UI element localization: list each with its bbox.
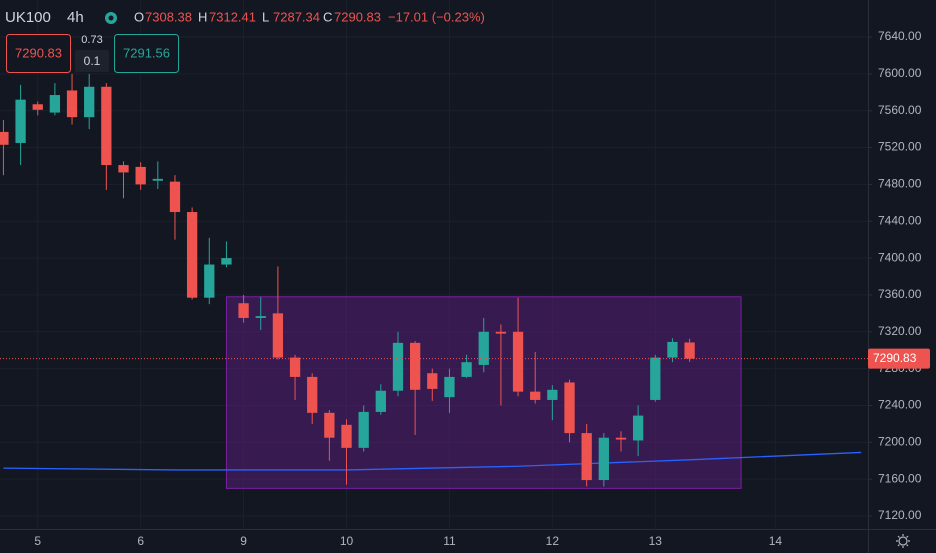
candle-body [650,357,661,400]
plot-area [0,73,868,489]
candle-body [118,165,129,173]
candle-body [444,376,455,398]
y-tick-label: 7240.00 [878,398,922,412]
ohlc-key: L [262,9,269,24]
x-tick-label: 11 [443,534,456,548]
candle-body [478,331,489,365]
y-tick-label: 7400.00 [878,250,922,264]
candle-body [615,437,627,440]
candle-body [66,90,78,118]
candle-body [204,264,215,298]
ohlc-key: O [134,9,144,24]
candle-body [598,437,609,481]
ohlc-value: 7287.34 [273,9,320,24]
ohlc-key: C [323,9,332,24]
sell-button[interactable] [6,34,71,73]
candle-body [186,212,198,298]
interval: 4h [67,9,84,26]
candle-body [15,99,26,143]
candle-body [409,342,421,390]
y-tick-label: 7520.00 [878,140,922,154]
candle-body [135,166,146,185]
candle-body [49,95,61,113]
candle-body [375,390,386,412]
candle-body [307,376,318,413]
x-tick-label: 6 [137,534,144,548]
candle-body [392,342,404,391]
y-tick-label: 7600.00 [878,66,922,80]
candle-body [530,391,541,400]
y-tick-label: 7440.00 [878,213,922,227]
candle-body [564,382,575,434]
candle-body [289,357,301,377]
candle-body [169,181,181,213]
candle-body [152,178,163,181]
candle-body [632,415,644,441]
ohlc-value: 7308.38 [145,9,192,24]
moving-average [3,451,862,471]
x-tick-label: 10 [340,534,354,548]
candle-body [495,331,507,334]
ohlc-value: 7312.41 [209,9,256,24]
candle-body [272,313,284,358]
y-tick-label: 7360.00 [878,287,922,301]
x-tick-label: 9 [240,534,247,548]
y-tick-label: 7320.00 [878,324,922,338]
settings-icon[interactable] [896,534,910,548]
ohlc-value: 7290.83 [334,9,381,24]
y-tick-label: 7120.00 [878,508,922,522]
ohlc-legend: O 7308.38 H 7312.41 L 7287.34 C 7290.83 [134,9,381,24]
x-tick-label: 5 [34,534,41,548]
candle-body [341,424,352,448]
spread: 0.73 [81,34,102,46]
candle-body [0,131,9,145]
x-tick-label: 12 [546,534,560,548]
settings-ring[interactable] [898,536,908,546]
candle-body [324,412,335,438]
size-input[interactable] [75,50,109,72]
candle-body [358,411,369,448]
last-price-tag [868,348,930,369]
buy-button[interactable] [114,34,179,73]
candle-body [684,342,695,359]
x-tick-label: 14 [769,534,783,548]
y-tick-label: 7160.00 [878,471,922,485]
y-tick-label: 7480.00 [878,177,922,191]
symbol: UK100 [5,9,51,26]
candle-body [255,316,266,318]
y-tick-label: 7200.00 [878,434,922,448]
candle-body [547,389,558,400]
candle-body [84,86,95,118]
candle-body [32,104,43,110]
ohlc-key: H [198,9,207,24]
last-price-label: 7290.83 [873,351,917,365]
x-tick-label: 13 [649,534,663,548]
buy-price[interactable]: 7291.56 [123,45,170,60]
y-tick-label: 7640.00 [878,29,922,43]
status-dot-inner [108,15,114,21]
candle-body [238,303,249,318]
candle-body [667,341,678,358]
settings-spokes[interactable] [896,534,910,548]
sell-price[interactable]: 7290.83 [15,45,62,60]
candle-body [461,362,472,377]
candle-body [512,331,524,392]
candle-body [221,258,232,265]
candle-body [101,86,112,166]
candle-body [581,433,592,481]
y-tick-label: 7560.00 [878,103,922,117]
candle-body [427,373,438,389]
size[interactable]: 0.1 [84,54,101,68]
change: −17.01 (−0.23%) [388,9,485,24]
